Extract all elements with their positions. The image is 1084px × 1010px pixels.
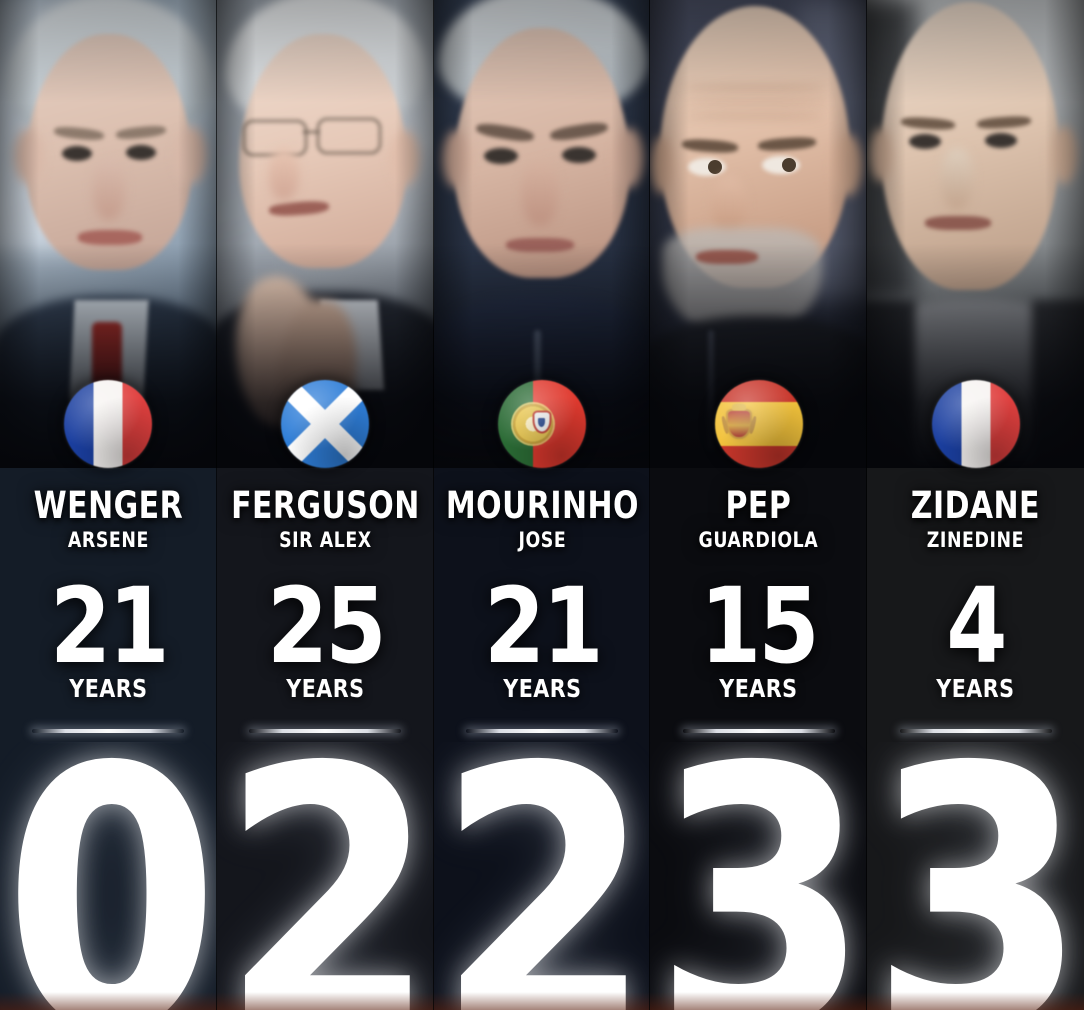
manager-surname: FERGUSON: [230, 484, 420, 527]
manager-photo: [216, 0, 434, 468]
years-value: 21: [483, 565, 604, 687]
trophies-block: 2: [434, 742, 651, 1010]
manager-firstname: GUARDIOLA: [698, 528, 819, 552]
years-block: 21 YEARS: [434, 565, 651, 703]
scotland-flag-icon: [281, 380, 370, 468]
years-block: 15 YEARS: [650, 565, 867, 703]
years-label: YEARS: [936, 674, 1015, 703]
section-divider: [899, 729, 1052, 733]
spain-flag-icon: [714, 380, 803, 468]
manager-surname: PEP: [725, 484, 792, 527]
manager-firstname: ARSENE: [67, 528, 149, 552]
manager-name-block: MOURINHO JOSE: [434, 484, 651, 553]
manager-name-block: WENGER ARSENE: [0, 484, 217, 553]
manager-panel: PEP GUARDIOLA 15 YEARS 3: [650, 0, 868, 1010]
manager-surname: MOURINHO: [445, 484, 639, 527]
trophy-count: 3: [653, 742, 867, 1010]
years-label: YEARS: [719, 674, 798, 703]
trophy-count: 2: [219, 742, 434, 1010]
trophies-block: 0: [0, 742, 217, 1010]
manager-panel: ZIDANE ZINEDINE 4 YEARS 3: [867, 0, 1084, 1010]
trophies-block: 3: [650, 742, 867, 1010]
section-divider: [682, 729, 835, 733]
france-flag-icon: [64, 380, 153, 468]
years-value: 21: [50, 565, 170, 687]
section-divider: [249, 729, 402, 733]
manager-firstname: SIR ALEX: [278, 528, 372, 552]
portugal-flag-icon: [497, 380, 586, 468]
years-label: YEARS: [286, 674, 365, 703]
years-label: YEARS: [69, 674, 148, 703]
trophy-count: 0: [3, 742, 217, 1010]
trophies-block: 3: [867, 742, 1084, 1010]
years-block: 4 YEARS: [867, 565, 1084, 703]
years-block: 21 YEARS: [0, 565, 217, 703]
years-block: 25 YEARS: [217, 565, 434, 703]
manager-surname: WENGER: [33, 484, 184, 527]
france-flag-icon: [931, 380, 1020, 468]
manager-firstname: JOSE: [518, 528, 566, 552]
manager-name-block: FERGUSON SIR ALEX: [217, 484, 434, 553]
years-value: 15: [700, 565, 820, 687]
manager-name-block: PEP GUARDIOLA: [650, 484, 867, 553]
section-divider: [32, 729, 185, 733]
manager-photo: [0, 0, 217, 468]
manager-panel: WENGER ARSENE 21 YEARS 0: [0, 0, 217, 1010]
manager-firstname: ZINEDINE: [926, 528, 1025, 552]
manager-surname: ZIDANE: [910, 484, 1041, 527]
trophies-block: 2: [217, 742, 434, 1010]
manager-name-block: ZIDANE ZINEDINE: [867, 484, 1084, 553]
trophy-count: 3: [870, 742, 1084, 1010]
years-value: 4: [946, 565, 1007, 687]
manager-panel: FERGUSON SIR ALEX 25 YEARS 2: [216, 0, 434, 1010]
manager-panel: MOURINHO JOSE 21 YEARS 2: [433, 0, 651, 1010]
trophy-count: 2: [436, 742, 651, 1010]
section-divider: [465, 729, 618, 733]
years-label: YEARS: [502, 674, 582, 703]
years-value: 25: [266, 565, 387, 687]
